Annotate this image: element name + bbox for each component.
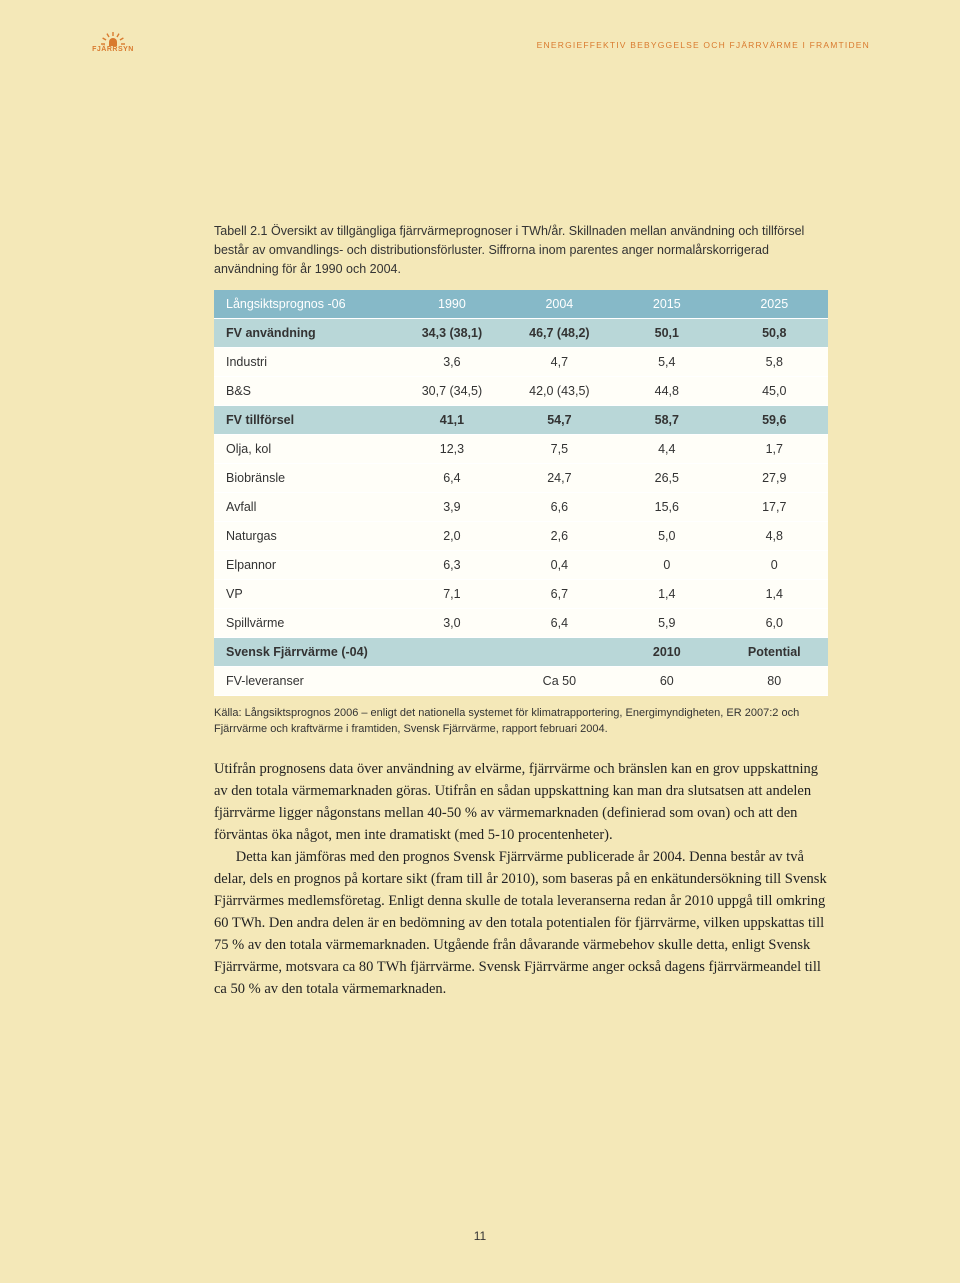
cell: 26,5	[613, 464, 720, 493]
cell: 6,3	[398, 551, 505, 580]
cell: 2,6	[506, 522, 613, 551]
header-cell: Långsiktsprognos -06	[214, 290, 398, 319]
table-row: Avfall 3,9 6,6 15,6 17,7	[214, 493, 828, 522]
cell: 15,6	[613, 493, 720, 522]
table-section-row: Svensk Fjärrvärme (-04) 2010 Potential	[214, 638, 828, 667]
cell: 60	[613, 667, 720, 696]
cell: FV tillförsel	[214, 406, 398, 435]
cell: 4,7	[506, 348, 613, 377]
cell: 0,4	[506, 551, 613, 580]
cell: Avfall	[214, 493, 398, 522]
cell: 5,4	[613, 348, 720, 377]
cell: 54,7	[506, 406, 613, 435]
cell: FV-leveranser	[214, 667, 398, 696]
sun-icon	[101, 32, 125, 44]
cell: 1,4	[721, 580, 828, 609]
cell: Elpannor	[214, 551, 398, 580]
logo: FJÄRRSYN	[88, 32, 138, 58]
cell: 41,1	[398, 406, 505, 435]
cell	[506, 638, 613, 667]
cell: 24,7	[506, 464, 613, 493]
cell: 0	[721, 551, 828, 580]
table-source: Källa: Långsiktsprognos 2006 – enligt de…	[214, 706, 828, 738]
table-section-row: FV tillförsel 41,1 54,7 58,7 59,6	[214, 406, 828, 435]
cell: 6,0	[721, 609, 828, 638]
table-row: VP 7,1 6,7 1,4 1,4	[214, 580, 828, 609]
cell	[398, 638, 505, 667]
cell: 3,9	[398, 493, 505, 522]
header-cell: 2025	[721, 290, 828, 319]
cell: Industri	[214, 348, 398, 377]
cell: 44,8	[613, 377, 720, 406]
cell: 80	[721, 667, 828, 696]
body-text: Utifrån prognosens data över användning …	[214, 758, 828, 1000]
cell: 46,7 (48,2)	[506, 319, 613, 348]
cell: 2,0	[398, 522, 505, 551]
cell: Olja, kol	[214, 435, 398, 464]
cell: Spillvärme	[214, 609, 398, 638]
cell: 7,5	[506, 435, 613, 464]
table-row: B&S 30,7 (34,5) 42,0 (43,5) 44,8 45,0	[214, 377, 828, 406]
cell: Ca 50	[506, 667, 613, 696]
page-number: 11	[0, 1229, 960, 1243]
cell: 6,7	[506, 580, 613, 609]
cell: 45,0	[721, 377, 828, 406]
cell: 17,7	[721, 493, 828, 522]
cell: 2010	[613, 638, 720, 667]
table-row: Spillvärme 3,0 6,4 5,9 6,0	[214, 609, 828, 638]
cell: B&S	[214, 377, 398, 406]
cell: 5,8	[721, 348, 828, 377]
cell: 6,4	[506, 609, 613, 638]
cell: 0	[613, 551, 720, 580]
table-caption: Tabell 2.1 Översikt av tillgängliga fjär…	[214, 222, 828, 278]
cell	[398, 667, 505, 696]
cell: 1,7	[721, 435, 828, 464]
logo-text: FJÄRRSYN	[92, 46, 134, 53]
cell: 1,4	[613, 580, 720, 609]
cell: 59,6	[721, 406, 828, 435]
cell: 3,0	[398, 609, 505, 638]
main-content: Tabell 2.1 Översikt av tillgängliga fjär…	[214, 222, 828, 1000]
cell: 58,7	[613, 406, 720, 435]
cell: 34,3 (38,1)	[398, 319, 505, 348]
table-row: Biobränsle 6,4 24,7 26,5 27,9	[214, 464, 828, 493]
cell: 50,8	[721, 319, 828, 348]
cell: FV användning	[214, 319, 398, 348]
table-section-row: FV användning 34,3 (38,1) 46,7 (48,2) 50…	[214, 319, 828, 348]
cell: VP	[214, 580, 398, 609]
cell: 7,1	[398, 580, 505, 609]
table-row: Naturgas 2,0 2,6 5,0 4,8	[214, 522, 828, 551]
cell: 5,0	[613, 522, 720, 551]
cell: Naturgas	[214, 522, 398, 551]
cell: 4,8	[721, 522, 828, 551]
header-cell: 2004	[506, 290, 613, 319]
paragraph: Utifrån prognosens data över användning …	[214, 758, 828, 846]
cell: 4,4	[613, 435, 720, 464]
cell: 42,0 (43,5)	[506, 377, 613, 406]
cell: 3,6	[398, 348, 505, 377]
table-header-row: Långsiktsprognos -06 1990 2004 2015 2025	[214, 290, 828, 319]
document-header: ENERGIEFFEKTIV BEBYGGELSE OCH FJÄRRVÄRME…	[537, 40, 870, 50]
cell: Svensk Fjärrvärme (-04)	[214, 638, 398, 667]
cell: 6,4	[398, 464, 505, 493]
cell: 12,3	[398, 435, 505, 464]
cell: Biobränsle	[214, 464, 398, 493]
cell: Potential	[721, 638, 828, 667]
cell: 5,9	[613, 609, 720, 638]
header-cell: 1990	[398, 290, 505, 319]
forecast-table: Långsiktsprognos -06 1990 2004 2015 2025…	[214, 290, 828, 696]
table-row: FV-leveranser Ca 50 60 80	[214, 667, 828, 696]
table-row: Olja, kol 12,3 7,5 4,4 1,7	[214, 435, 828, 464]
cell: 30,7 (34,5)	[398, 377, 505, 406]
table-row: Industri 3,6 4,7 5,4 5,8	[214, 348, 828, 377]
cell: 6,6	[506, 493, 613, 522]
cell: 50,1	[613, 319, 720, 348]
table-row: Elpannor 6,3 0,4 0 0	[214, 551, 828, 580]
header-cell: 2015	[613, 290, 720, 319]
paragraph: Detta kan jämföras med den prognos Svens…	[214, 846, 828, 1000]
cell: 27,9	[721, 464, 828, 493]
